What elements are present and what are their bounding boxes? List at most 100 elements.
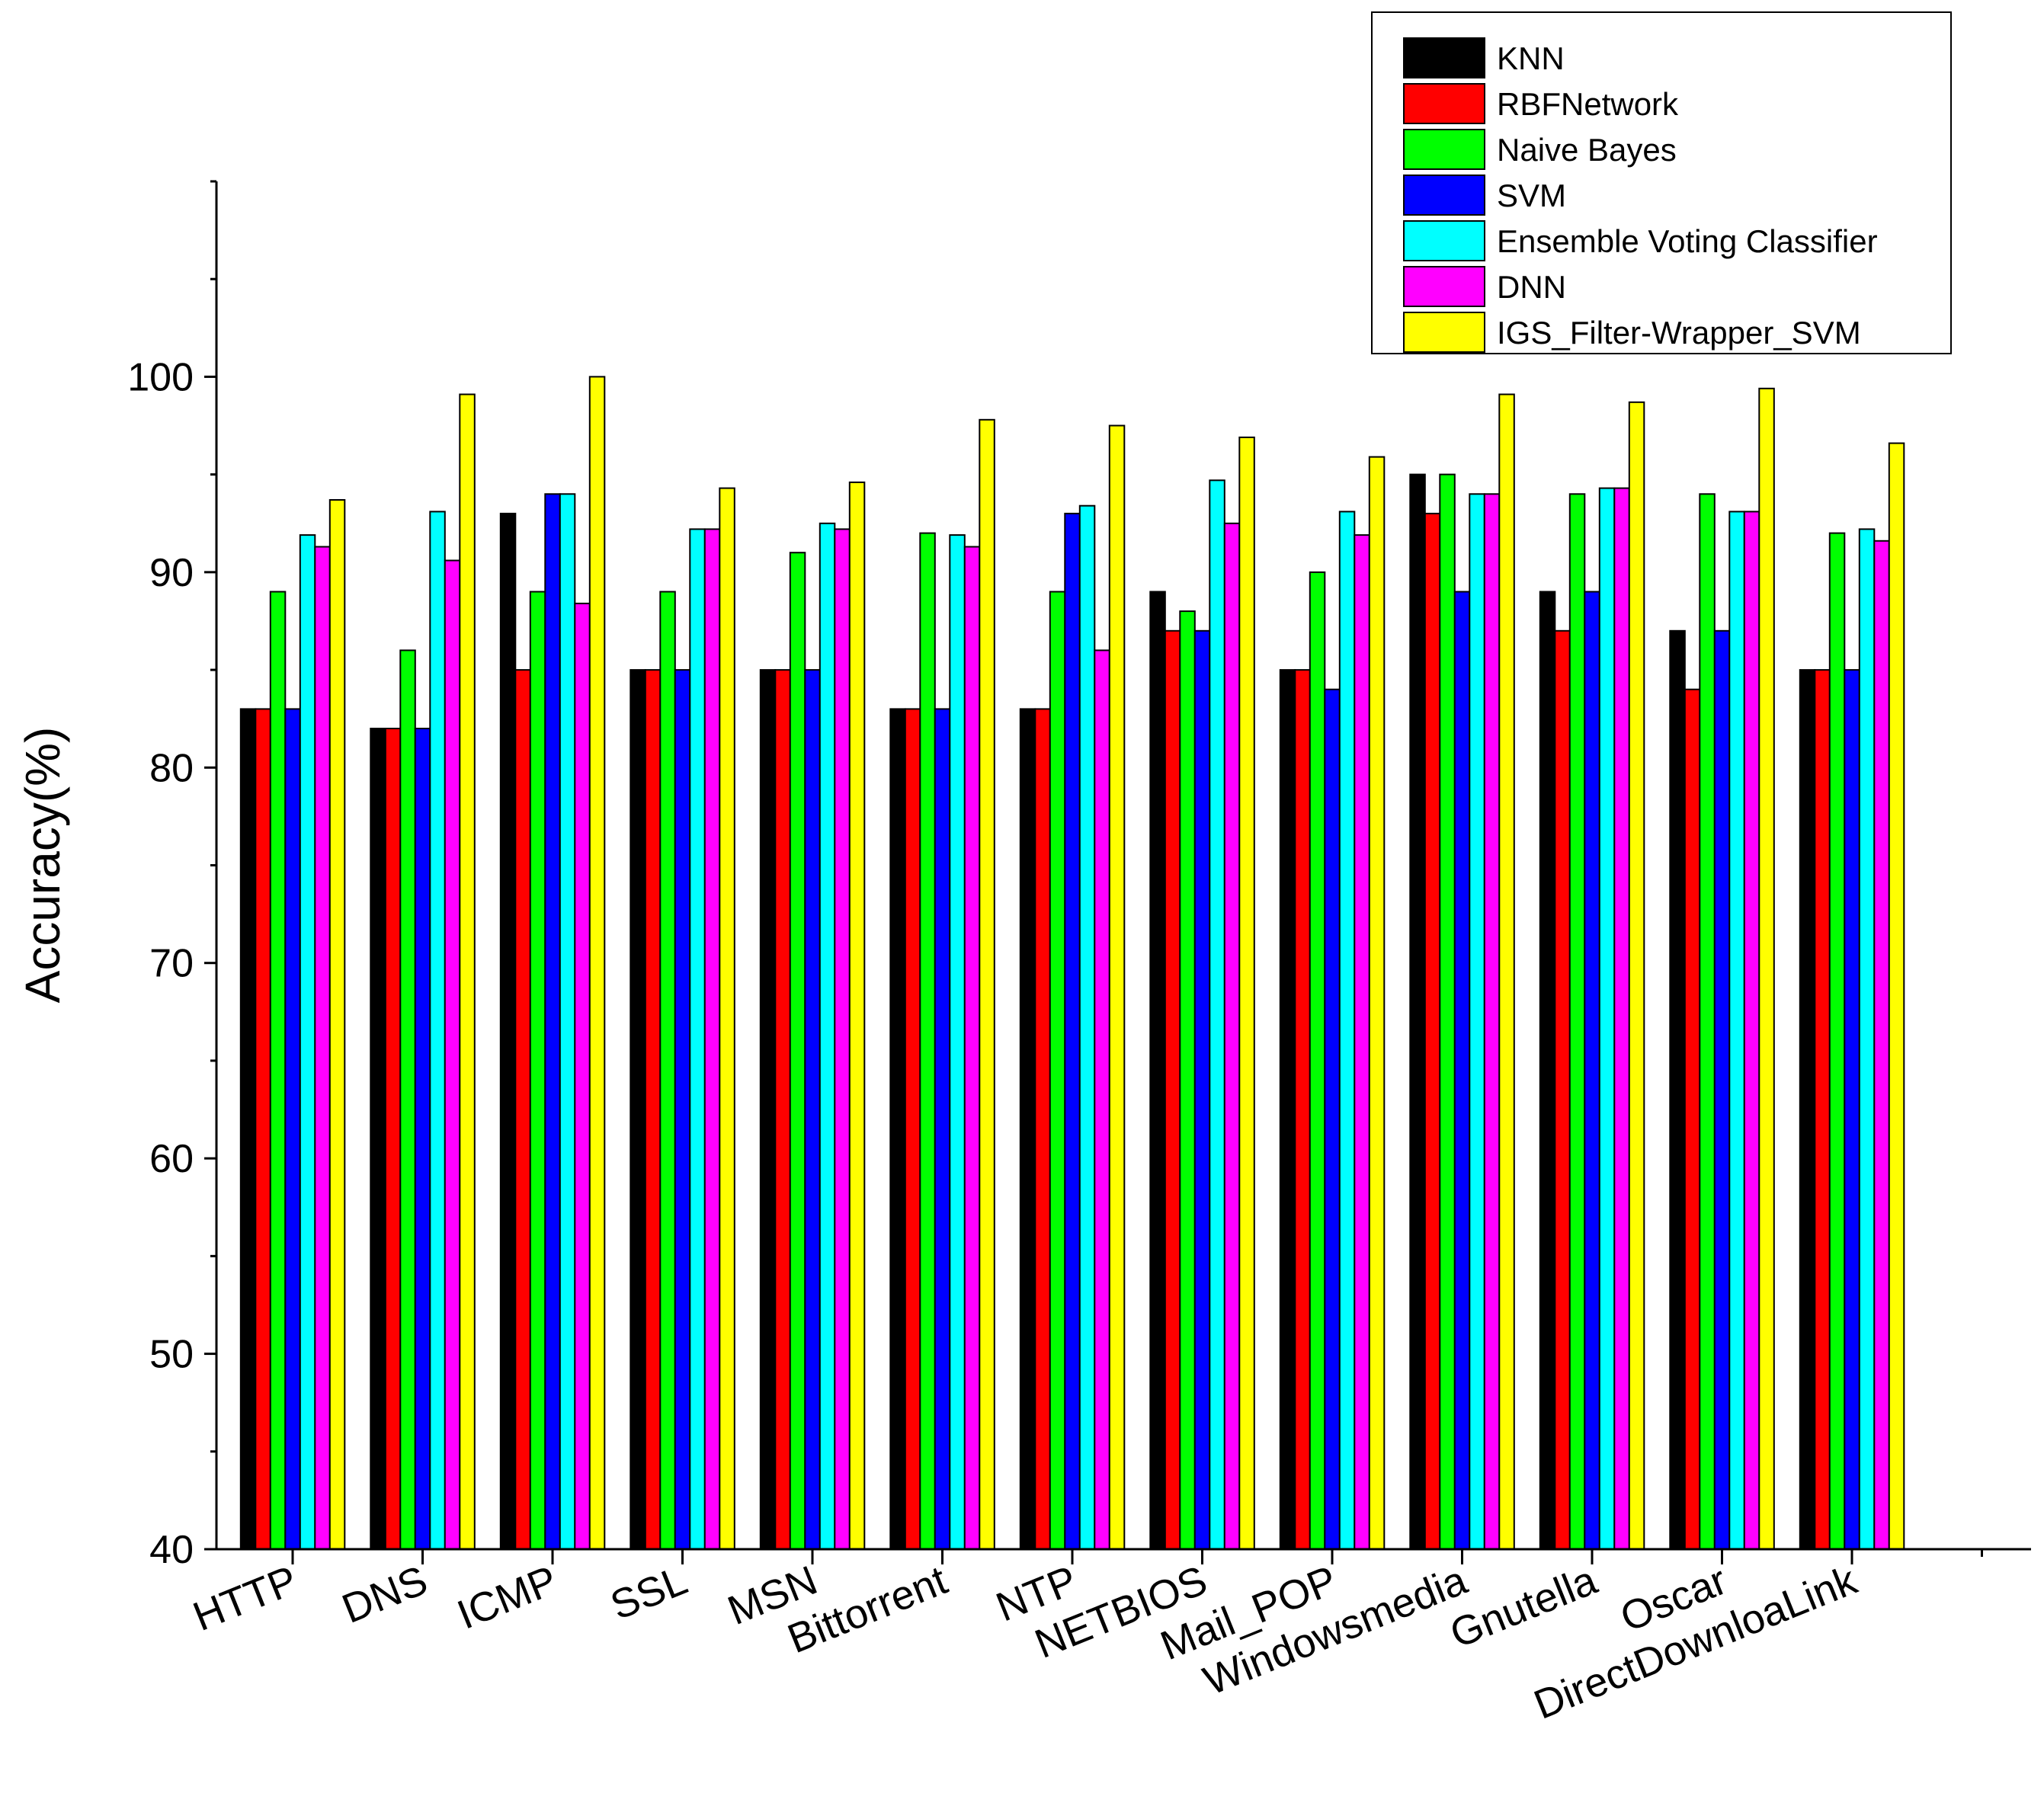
bar-dns-series-6 (459, 393, 476, 1550)
bar-ntp-series-1 (1034, 708, 1051, 1550)
bar-http-series-1 (255, 708, 271, 1550)
bar-icmp-series-5 (574, 602, 591, 1550)
bar-bittorrent-series-4 (949, 534, 966, 1550)
bar-ssl-series-2 (659, 591, 676, 1550)
bar-directdownloalink-series-6 (1888, 442, 1905, 1550)
bar-oscar-series-2 (1699, 493, 1716, 1550)
bar-icmp-series-0 (499, 512, 517, 1550)
bar-dns-series-4 (429, 511, 446, 1550)
x-tick-label-ssl: SSL (604, 1557, 694, 1628)
bar-dns-series-1 (384, 728, 402, 1550)
bar-oscar-series-5 (1743, 511, 1760, 1550)
bar-windowsmedia-series-4 (1469, 493, 1485, 1550)
bar-mail-pop-series-6 (1368, 456, 1386, 1550)
bars-layer (239, 376, 1905, 1551)
bar-windowsmedia-series-1 (1424, 512, 1441, 1550)
bar-msn-series-6 (848, 481, 866, 1550)
bar-http-series-5 (314, 546, 331, 1550)
bar-oscar-series-6 (1758, 387, 1775, 1550)
y-tick-label: 80 (149, 746, 194, 790)
legend-label-5: DNN (1497, 269, 1566, 305)
bar-oscar-series-4 (1728, 511, 1745, 1550)
legend-swatch-3 (1403, 175, 1485, 216)
y-tick-label: 70 (149, 942, 194, 986)
bar-icmp-series-4 (559, 493, 576, 1550)
bar-directdownloalink-series-0 (1799, 669, 1816, 1550)
bar-directdownloalink-series-1 (1814, 669, 1831, 1550)
bar-ntp-series-5 (1094, 649, 1110, 1550)
bar-ntp-series-2 (1049, 591, 1066, 1550)
bar-icmp-series-2 (529, 591, 546, 1550)
bar-ssl-series-1 (644, 669, 662, 1550)
legend: KNN RBFNetwork Naive Bayes SVM Ensemble Voti… (1371, 11, 1952, 354)
bar-msn-series-4 (819, 522, 836, 1551)
legend-label-6: IGS_Filter-Wrapper_SVM (1497, 315, 1861, 351)
bar-http-series-0 (239, 708, 257, 1550)
bar-dns-series-2 (399, 649, 416, 1550)
bar-msn-series-5 (834, 528, 851, 1550)
bar-msn-series-1 (774, 669, 791, 1550)
bar-oscar-series-3 (1713, 629, 1731, 1550)
x-tick-label-dns: DNS (336, 1557, 434, 1631)
bar-oscar-series-1 (1684, 688, 1701, 1551)
bar-mail-pop-series-3 (1324, 688, 1341, 1551)
bar-ssl-series-4 (689, 528, 706, 1550)
bar-netbios-series-5 (1223, 522, 1241, 1551)
bar-http-series-6 (328, 499, 346, 1550)
bar-mail-pop-series-2 (1309, 571, 1326, 1550)
bar-icmp-series-6 (588, 376, 606, 1550)
legend-label-3: SVM (1497, 178, 1566, 213)
x-tick-label-icmp: ICMP (451, 1557, 564, 1638)
bar-directdownloalink-series-3 (1844, 669, 1860, 1550)
bar-bittorrent-series-2 (919, 532, 936, 1550)
bar-msn-series-0 (759, 669, 777, 1550)
bar-directdownloalink-series-2 (1828, 532, 1846, 1550)
bar-ssl-series-6 (719, 487, 735, 1550)
bar-dns-series-5 (444, 559, 461, 1550)
legend-swatch-4 (1403, 220, 1485, 261)
bar-netbios-series-6 (1238, 436, 1255, 1550)
axes-layer (204, 180, 2031, 1564)
bar-bittorrent-series-1 (904, 708, 921, 1550)
bar-windowsmedia-series-6 (1498, 393, 1515, 1550)
bar-ntp-series-0 (1019, 708, 1036, 1550)
bar-windowsmedia-series-0 (1409, 473, 1426, 1550)
bar-dns-series-0 (370, 728, 386, 1550)
bar-windowsmedia-series-5 (1483, 493, 1501, 1550)
bar-gnutella-series-4 (1598, 487, 1616, 1550)
legend-swatch-0 (1403, 37, 1485, 78)
bar-gnutella-series-0 (1539, 591, 1556, 1550)
y-tick-label: 90 (149, 551, 194, 595)
x-tick-label-http: HTTP (187, 1557, 303, 1639)
legend-swatch-2 (1403, 129, 1485, 170)
bar-netbios-series-4 (1209, 479, 1225, 1550)
bar-directdownloalink-series-5 (1873, 540, 1890, 1550)
bar-ntp-series-6 (1108, 424, 1126, 1550)
legend-label-1: RBFNetwork (1497, 86, 1679, 122)
bar-windowsmedia-series-3 (1453, 591, 1471, 1550)
bar-icmp-series-3 (544, 493, 561, 1550)
bar-ssl-series-0 (630, 669, 646, 1550)
bar-ssl-series-3 (674, 669, 691, 1550)
bar-gnutella-series-3 (1584, 591, 1600, 1550)
bar-oscar-series-0 (1669, 629, 1686, 1550)
bar-icmp-series-1 (514, 669, 531, 1550)
y-axis-title: Accuracy(%) (15, 727, 70, 1004)
legend-swatch-6 (1403, 312, 1485, 353)
bar-gnutella-series-6 (1628, 401, 1645, 1550)
bar-mail-pop-series-0 (1279, 669, 1296, 1550)
y-tick-label: 50 (149, 1333, 194, 1377)
bar-ntp-series-3 (1064, 512, 1081, 1550)
bar-msn-series-2 (789, 552, 806, 1551)
bar-bittorrent-series-5 (963, 546, 981, 1550)
legend-label-4: Ensemble Voting Classifier (1497, 223, 1878, 259)
bar-gnutella-series-1 (1554, 629, 1571, 1550)
x-tick-label-gnutella: Gnutella (1444, 1557, 1604, 1657)
bar-http-series-3 (284, 708, 301, 1550)
legend-swatch-1 (1403, 83, 1485, 124)
legend-swatch-5 (1403, 266, 1485, 307)
bar-http-series-2 (269, 591, 287, 1550)
legend-label-2: Naive Bayes (1497, 132, 1677, 168)
y-tick-label: 40 (149, 1528, 194, 1572)
